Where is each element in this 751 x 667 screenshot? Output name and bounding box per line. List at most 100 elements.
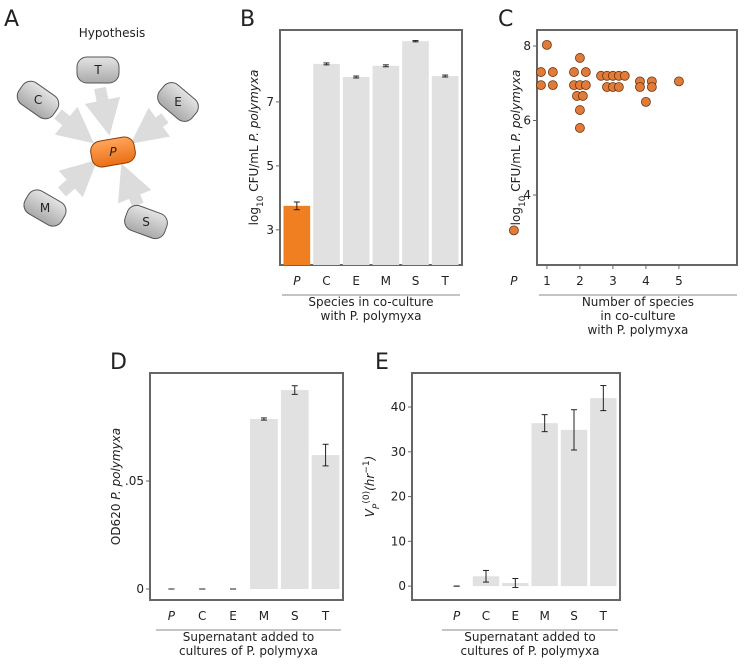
panel-label: B <box>240 7 255 32</box>
panel-label: E <box>375 350 389 375</box>
x-tick-label: P <box>293 274 301 288</box>
node-label: P <box>109 145 117 159</box>
bar <box>250 419 278 589</box>
node: S <box>124 204 168 240</box>
x-tick-label: P <box>510 274 518 288</box>
point <box>577 91 588 101</box>
bar <box>313 63 340 265</box>
x-tick-label: 1 <box>543 274 551 288</box>
point <box>641 96 651 107</box>
y-axis-label-part: V <box>363 508 377 517</box>
y-axis-label-part: P. polymyxa <box>509 70 523 142</box>
point <box>569 67 579 77</box>
y-tick-label: 10 <box>391 534 406 548</box>
node-label: T <box>93 63 102 77</box>
y-axis-label-part: P <box>372 503 382 509</box>
point <box>542 39 552 50</box>
y-tick-label: 4 <box>523 188 531 202</box>
y-axis-label-part: 10 <box>518 195 528 207</box>
x-tick-label: T <box>599 609 608 623</box>
bar <box>342 77 370 265</box>
y-axis-label-part: P. polymyxa <box>109 428 123 500</box>
point <box>575 53 585 63</box>
y-tick-label: 0 <box>398 579 406 593</box>
y-tick-label: 0 <box>136 582 144 596</box>
point <box>536 67 546 77</box>
bar <box>431 76 459 265</box>
y-axis-label-part: (0) <box>362 491 372 504</box>
node-label: C <box>34 93 42 107</box>
x-axis-label: in co-culture <box>600 309 675 323</box>
point <box>674 76 684 87</box>
x-tick-label: E <box>512 609 520 623</box>
y-tick-label: 40 <box>391 400 406 414</box>
y-tick-label: 20 <box>391 490 406 504</box>
point <box>613 82 624 92</box>
x-axis-label: Species in co-culture <box>308 295 433 309</box>
x-axis-label: with P. polymyxa <box>321 309 422 323</box>
arrows <box>54 86 171 208</box>
node: M <box>23 189 67 227</box>
y-axis-label: VP(0)(hr−1) <box>362 456 382 518</box>
y-axis-label-part: log <box>247 207 261 225</box>
x-tick-label: T <box>321 609 330 623</box>
diagram-title: Hypothesis <box>79 26 146 40</box>
y-axis-label-part: −1 <box>362 460 372 473</box>
diagram-a: A Hypothesis T C E P M S <box>4 7 199 240</box>
x-axis-label: cultures of P. polymyxa <box>461 644 600 658</box>
x-tick-label: 2 <box>576 274 584 288</box>
point <box>575 123 585 133</box>
plot-area <box>411 372 621 601</box>
point <box>580 80 591 91</box>
x-tick-label: C <box>198 609 206 623</box>
y-axis-label-part: CFU/mL <box>509 141 523 195</box>
point <box>646 82 657 92</box>
x-tick-label: P <box>168 609 176 623</box>
x-tick-label: T <box>440 274 449 288</box>
x-tick-label: 5 <box>675 274 683 288</box>
y-axis-label-part: log <box>509 207 523 225</box>
x-tick-label: S <box>412 274 420 288</box>
y-axis-label-part: (hr <box>363 473 377 491</box>
bar <box>372 65 400 265</box>
panel-label: D <box>110 350 127 375</box>
bar <box>280 390 309 589</box>
plot-area <box>149 372 344 601</box>
y-tick-label: 3 <box>266 223 274 237</box>
point <box>547 67 558 77</box>
y-tick-label: 5 <box>266 159 274 173</box>
bar <box>560 429 588 587</box>
y-axis-label-part: CFU/mL <box>247 141 261 195</box>
bar <box>311 455 340 589</box>
x-tick-label: M <box>539 609 549 623</box>
plot-area <box>536 29 738 266</box>
x-tick-label: S <box>291 609 299 623</box>
x-tick-label: 3 <box>609 274 617 288</box>
point <box>619 70 630 81</box>
y-tick-label: 8 <box>523 39 531 53</box>
x-tick-label: E <box>229 609 237 623</box>
x-tick-label: M <box>259 609 269 623</box>
y-tick-label: 7 <box>266 95 274 109</box>
point <box>575 105 585 115</box>
y-axis-label: OD620 P. polymyxa <box>109 428 123 545</box>
y-tick-label: .05 <box>125 474 144 488</box>
x-axis-label: Supernatant added to <box>183 630 315 644</box>
bar <box>590 398 617 587</box>
x-tick-label: C <box>322 274 330 288</box>
point <box>536 80 546 91</box>
x-tick-label: S <box>570 609 578 623</box>
y-axis-label-part: P. polymyxa <box>247 70 261 142</box>
bar <box>283 205 311 265</box>
plot-area <box>279 29 463 266</box>
point <box>547 80 558 91</box>
point <box>580 67 591 77</box>
x-axis-label: Supernatant added to <box>464 630 596 644</box>
bar <box>402 41 429 265</box>
x-axis-label: with P. polymyxa <box>587 323 688 337</box>
node-label: E <box>174 95 182 109</box>
x-tick-label: 4 <box>642 274 650 288</box>
x-tick-label: C <box>482 609 490 623</box>
x-tick-label: M <box>381 274 391 288</box>
